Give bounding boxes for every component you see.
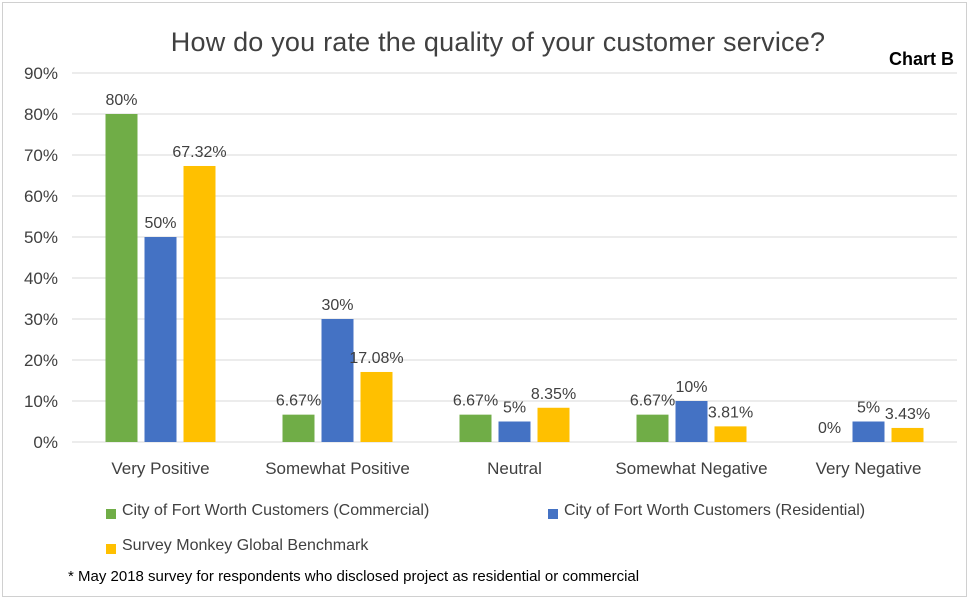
x-category-label: Very Positive (111, 459, 209, 478)
legend-label-commercial: City of Fort Worth Customers (Commercial… (122, 502, 430, 519)
bar (891, 427, 924, 442)
data-label: 30% (321, 297, 353, 314)
x-category-label: Somewhat Negative (615, 459, 767, 478)
bar (183, 165, 216, 442)
bar (714, 426, 747, 442)
y-tick-label: 60% (24, 187, 58, 206)
y-tick-label: 0% (33, 433, 58, 452)
bar (144, 237, 177, 442)
bar (360, 371, 393, 442)
bar (105, 114, 138, 442)
y-tick-label: 30% (24, 310, 58, 329)
data-label: 6.67% (630, 393, 675, 410)
chart-tag-label: Chart B (888, 49, 954, 69)
y-tick-label: 70% (24, 146, 58, 165)
x-category-label: Somewhat Positive (265, 459, 410, 478)
bar (537, 407, 570, 442)
x-category-label: Very Negative (816, 459, 922, 478)
legend-swatch-residential (548, 509, 558, 519)
data-label: 67.32% (172, 144, 226, 161)
data-label: 0% (818, 420, 841, 437)
data-label: 50% (144, 215, 176, 232)
y-tick-label: 80% (24, 105, 58, 124)
data-label: 10% (675, 379, 707, 396)
legend-swatch-benchmark (106, 544, 116, 554)
legend-swatch-commercial (106, 509, 116, 519)
y-tick-label: 50% (24, 228, 58, 247)
data-label: 80% (105, 92, 137, 109)
data-label: 5% (503, 400, 526, 417)
bar (852, 421, 885, 442)
data-label: 3.43% (885, 406, 930, 423)
legend-label-benchmark: Survey Monkey Global Benchmark (122, 537, 369, 554)
y-tick-label: 10% (24, 392, 58, 411)
legend-label-residential: City of Fort Worth Customers (Residentia… (564, 502, 866, 519)
y-tick-label: 20% (24, 351, 58, 370)
data-label: 17.08% (349, 350, 403, 367)
bar (636, 414, 669, 442)
bar (321, 319, 354, 442)
data-label: 5% (857, 400, 880, 417)
data-label: 3.81% (708, 404, 753, 421)
bar (459, 414, 492, 442)
footnote: * May 2018 survey for respondents who di… (68, 568, 640, 585)
bar (282, 414, 315, 442)
data-label: 8.35% (531, 386, 576, 403)
x-category-label: Neutral (487, 459, 542, 478)
bar (498, 421, 531, 442)
data-label: 6.67% (276, 393, 321, 410)
chart-title: How do you rate the quality of your cust… (170, 27, 826, 57)
y-tick-label: 90% (24, 64, 58, 83)
data-label: 6.67% (453, 393, 498, 410)
bar (675, 401, 708, 442)
y-tick-label: 40% (24, 269, 58, 288)
